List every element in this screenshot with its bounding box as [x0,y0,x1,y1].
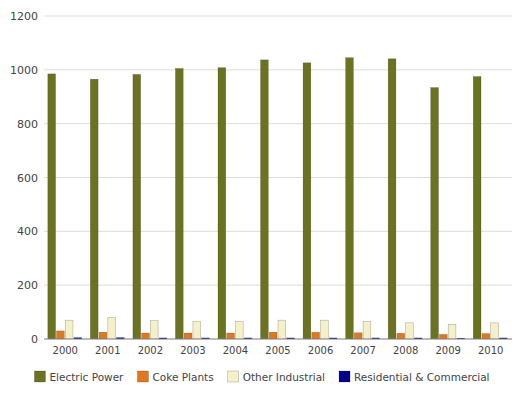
y-tick-label: 1000 [10,64,38,77]
x-tick-label: 2000 [53,345,78,356]
bar [431,88,439,339]
chart: 0200400600800100012002000200120022003200… [0,0,524,401]
bar [448,324,456,339]
bar [184,333,192,339]
bar [269,332,277,339]
x-tick-label: 2007 [350,345,375,356]
legend: Electric Power Coke Plants Other Industria… [34,371,489,383]
series [57,331,490,339]
bar [354,333,362,339]
x-tick-label: 2008 [393,345,418,356]
bar [108,317,116,339]
grid-line [44,231,512,232]
legend-swatch [339,371,350,382]
bar [278,320,286,339]
bar [312,332,320,339]
legend-label: Other Industrial [243,371,325,383]
legend-item: Coke Plants [137,371,213,383]
bar [57,331,65,339]
grid [44,16,512,339]
bar [193,322,201,339]
series [65,317,498,339]
bar [261,60,269,339]
series [48,58,481,339]
legend-swatch [34,371,45,382]
bar [303,63,311,339]
bar [397,333,405,339]
bar [439,334,447,339]
bar [388,59,396,339]
x-tick-label: 2001 [95,345,120,356]
y-tick-label: 200 [17,279,38,292]
legend-swatch [137,371,148,382]
grid-line [44,285,512,286]
bar [175,68,183,339]
bar [227,333,235,339]
bar [150,321,158,339]
grid-line [44,123,512,124]
chart-container: 0200400600800100012002000200120022003200… [0,0,524,401]
x-tick-label: 2005 [265,345,290,356]
y-tick-label: 0 [31,333,38,346]
legend-item: Other Industrial [228,371,325,383]
grid-line [44,16,512,17]
legend-item: Electric Power [34,371,124,383]
x-axis: 2000 2001 2002 2003 2004 2005 2006 2007 2008 2009… [44,339,512,356]
bar [235,322,243,339]
bar [218,68,226,339]
x-tick-label: 2004 [223,345,248,356]
x-tick-label: 2003 [180,345,205,356]
bar [142,333,150,339]
bars [48,58,507,339]
legend-label: Coke Plants [152,371,213,383]
legend-label: Electric Power [49,371,124,383]
bar [133,74,141,339]
y-tick-label: 800 [17,118,38,131]
bar [99,332,107,339]
x-tick-label: 2002 [138,345,163,356]
bar [482,334,490,339]
x-tick-label: 2006 [308,345,333,356]
x-tick-label: 2009 [435,345,460,356]
x-tick-label: 2010 [478,345,503,356]
bar [346,58,354,339]
bar [363,322,371,339]
legend-label: Residential & Commercial [354,371,490,383]
bar [406,323,414,339]
bar [321,320,329,339]
bar [491,323,499,339]
bar [90,79,98,339]
grid-line [44,69,512,70]
y-tick-label: 400 [17,225,38,238]
legend-swatch [228,371,239,382]
legend-item: Residential & Commercial [339,371,490,383]
x-axis-line [44,339,512,340]
bar [473,77,481,339]
grid-line [44,339,512,340]
bar [65,320,73,339]
bar [48,74,56,339]
grid-line [44,177,512,178]
y-tick-label: 600 [17,172,38,185]
y-axis: 0 200 400 600 800 1000 1200 [10,10,38,346]
y-tick-label: 1200 [10,10,38,23]
